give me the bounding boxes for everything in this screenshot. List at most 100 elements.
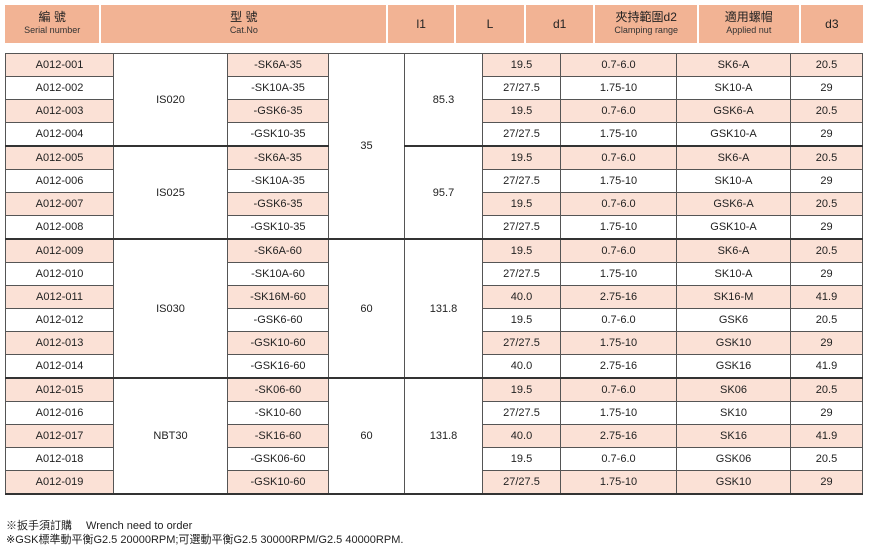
d3-cell: 20.5 — [790, 99, 863, 123]
table-row: A012-017 -SK16-60 40.0 2.75-16 SK16 41.9 — [5, 424, 863, 448]
nut-cell: GSK10-A — [676, 215, 791, 240]
table-row: A012-003 -GSK6-35 19.5 0.7-6.0 GSK6-A 20.5 — [5, 99, 863, 123]
serial-number-cell: A012-010 — [5, 262, 114, 286]
d2-cell: 0.7-6.0 — [560, 238, 677, 263]
cat-no-cell: -GSK6-35 — [227, 192, 329, 216]
d1-cell: 27/27.5 — [482, 122, 561, 147]
d2-cell: 0.7-6.0 — [560, 308, 677, 332]
cat-no-cell: -GSK10-60 — [227, 470, 329, 495]
model-cell: IS020 — [113, 53, 228, 147]
serial-number-cell: A012-004 — [5, 122, 114, 147]
d1-cell: 40.0 — [482, 424, 561, 448]
d3-cell: 41.9 — [790, 354, 863, 379]
d3-cell: 29 — [790, 470, 863, 495]
cat-no-cell: -SK6A-60 — [227, 238, 329, 263]
cat-no-cell: -SK06-60 — [227, 377, 329, 402]
header-d1: d1 — [525, 5, 594, 43]
table-row: A012-012 -GSK6-60 19.5 0.7-6.0 GSK6 20.5 — [5, 308, 863, 332]
note-wrench: ※扳手須訂購 Wrench need to order — [6, 520, 193, 532]
cat-no-cell: -SK16-60 — [227, 424, 329, 448]
cat-no-cell: -GSK10-60 — [227, 331, 329, 355]
cat-no-cell: -SK10A-35 — [227, 76, 329, 100]
nut-cell: SK10-A — [676, 262, 791, 286]
d3-cell: 29 — [790, 122, 863, 147]
model-cell: IS025 — [113, 145, 228, 240]
d2-cell: 0.7-6.0 — [560, 53, 677, 77]
table-row: A012-013 -GSK10-60 27/27.5 1.75-10 GSK10 29 — [5, 331, 863, 355]
table-row: A012-001 IS020 -SK6A-35 35 85.3 19.5 0.7-6.0 SK… — [5, 53, 863, 240]
d2-cell: 1.75-10 — [560, 401, 677, 425]
d1-cell: 19.5 — [482, 99, 561, 123]
d1-cell: 19.5 — [482, 192, 561, 216]
serial-number-cell: A012-013 — [5, 331, 114, 355]
model-cell: NBT30 — [113, 377, 228, 495]
serial-number-cell: A012-014 — [5, 354, 114, 379]
d3-cell: 29 — [790, 401, 863, 425]
header-serial: 編 號 Serial number — [5, 5, 100, 43]
nut-cell: GSK6 — [676, 308, 791, 332]
table-row: A012-009 IS030 -SK6A-60 60 131.8 19.5 0.7-6.0 S… — [5, 238, 863, 379]
d3-cell: 20.5 — [790, 308, 863, 332]
d2-cell: 1.75-10 — [560, 169, 677, 193]
d2-cell: 2.75-16 — [560, 285, 677, 309]
d3-cell: 29 — [790, 169, 863, 193]
serial-number-cell: A012-011 — [5, 285, 114, 309]
d2-cell: 0.7-6.0 — [560, 145, 677, 170]
cat-no-cell: -SK10A-60 — [227, 262, 329, 286]
nut-cell: SK10 — [676, 401, 791, 425]
d1-cell: 40.0 — [482, 285, 561, 309]
nut-cell: SK16-M — [676, 285, 791, 309]
d3-cell: 20.5 — [790, 192, 863, 216]
nut-cell: SK10-A — [676, 169, 791, 193]
serial-number-cell: A012-016 — [5, 401, 114, 425]
header-d3: d3 — [800, 5, 863, 43]
l1-cell: 35 — [328, 53, 405, 240]
table-row: A012-010 -SK10A-60 27/27.5 1.75-10 SK10-A 29 — [5, 262, 863, 286]
d1-cell: 19.5 — [482, 145, 561, 170]
d1-cell: 19.5 — [482, 377, 561, 402]
d2-cell: 1.75-10 — [560, 122, 677, 147]
table-row: A012-011 -SK16M-60 40.0 2.75-16 SK16-M 41.9 — [5, 285, 863, 309]
table-row: A012-015 NBT30 -SK06-60 60 131.8 19.5 0.7-6.0 S… — [5, 377, 863, 495]
header-cat-no: 型 號 Cat.No — [101, 5, 387, 43]
nut-cell: SK06 — [676, 377, 791, 402]
d2-cell: 0.7-6.0 — [560, 192, 677, 216]
L-cell: 131.8 — [404, 377, 483, 495]
serial-number-cell: A012-001 — [5, 53, 114, 77]
d3-cell: 20.5 — [790, 238, 863, 263]
cat-no-cell: -SK6A-35 — [227, 145, 329, 170]
serial-number-cell: A012-012 — [5, 308, 114, 332]
note-balance: ※GSK標準動平衡G2.5 20000RPM;可選動平衡G2.5 30000RP… — [6, 534, 404, 546]
d3-cell: 29 — [790, 262, 863, 286]
cat-no-cell: -SK10-60 — [227, 401, 329, 425]
nut-cell: SK16 — [676, 424, 791, 448]
nut-cell: SK6-A — [676, 238, 791, 263]
d1-cell: 19.5 — [482, 53, 561, 77]
d2-cell: 1.75-10 — [560, 470, 677, 495]
d1-cell: 27/27.5 — [482, 215, 561, 240]
d2-cell: 1.75-10 — [560, 331, 677, 355]
serial-number-cell: A012-003 — [5, 99, 114, 123]
table-row: A012-002 -SK10A-35 27/27.5 1.75-10 SK10-A 29 — [5, 76, 863, 100]
serial-number-cell: A012-018 — [5, 447, 114, 471]
serial-number-cell: A012-002 — [5, 76, 114, 100]
d2-cell: 0.7-6.0 — [560, 99, 677, 123]
table-row: A012-019 -GSK10-60 27/27.5 1.75-10 GSK10 29 — [5, 470, 863, 495]
table-row: A012-007 -GSK6-35 19.5 0.7-6.0 GSK6-A 20.5 — [5, 192, 863, 216]
notes: ※扳手須訂購 Wrench need to order ※GSK標準動平衡G2.… — [6, 519, 403, 547]
table-row: A012-014 -GSK16-60 40.0 2.75-16 GSK16 41.9 — [5, 354, 863, 379]
header-d2: 夾持範圍d2 Clamping range — [595, 5, 697, 43]
d3-cell: 29 — [790, 76, 863, 100]
nut-cell: SK6-A — [676, 145, 791, 170]
cat-no-cell: -GSK6-35 — [227, 99, 329, 123]
d2-cell: 0.7-6.0 — [560, 377, 677, 402]
d1-cell: 40.0 — [482, 354, 561, 379]
header-nut: 適用螺帽 Applied nut — [698, 5, 799, 43]
d3-cell: 20.5 — [790, 53, 863, 77]
d1-cell: 27/27.5 — [482, 169, 561, 193]
l1-cell: 60 — [328, 238, 405, 379]
cat-no-cell: -SK6A-35 — [227, 53, 329, 77]
d3-cell: 20.5 — [790, 447, 863, 471]
d1-cell: 19.5 — [482, 238, 561, 263]
L-cell: 95.7 — [404, 145, 483, 240]
